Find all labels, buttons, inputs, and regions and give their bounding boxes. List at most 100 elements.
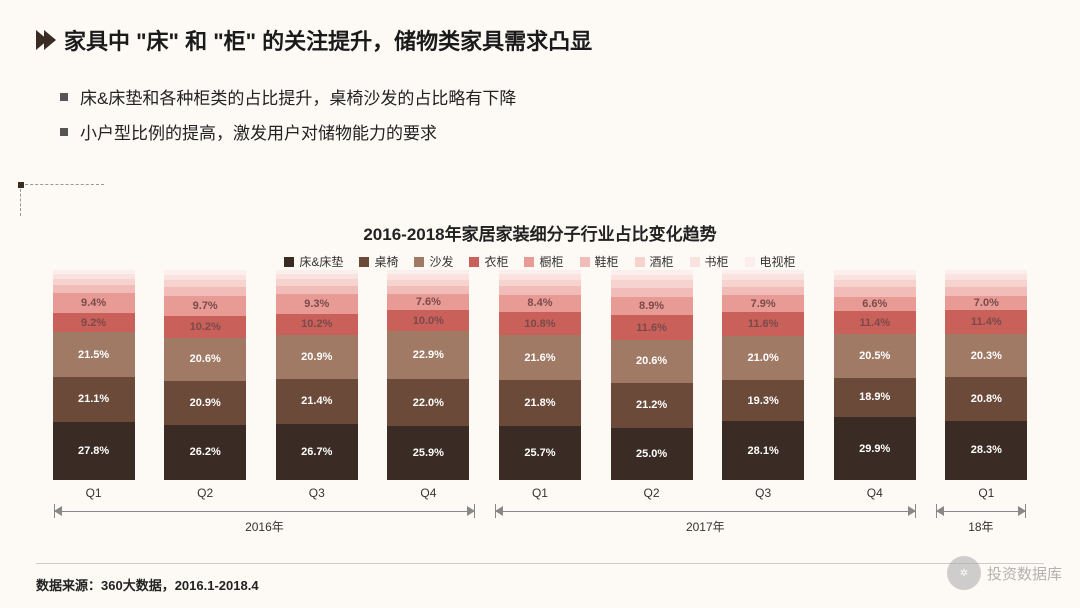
legend-swatch <box>635 257 645 267</box>
segment-label: 21.5% <box>78 349 109 361</box>
legend-item: 电视柜 <box>745 253 796 270</box>
bar-segment: 21.2% <box>611 383 693 428</box>
bar-segment: 21.6% <box>499 335 581 380</box>
bar-segment: 21.8% <box>499 380 581 426</box>
bar-segment: 8.4% <box>499 295 581 313</box>
chart: 2016-2018年家居家装细分子行业占比变化趋势 床&床垫桌椅沙发衣柜橱柜鞋柜… <box>36 220 1044 534</box>
bar-segment <box>834 280 916 287</box>
watermark-icon: ✲ <box>947 556 981 590</box>
legend-item: 酒柜 <box>635 253 674 270</box>
segment-label: 20.8% <box>971 393 1002 405</box>
bar-stack: 26.7%21.4%20.9%10.2%9.3% <box>276 270 358 480</box>
legend-label: 电视柜 <box>760 253 796 270</box>
segment-label: 11.4% <box>971 316 1002 328</box>
bar-stack: 26.2% 20.9% 20.6% 10.2% 9.7% <box>164 270 246 480</box>
bullet-text: 床&床垫和各种柜类的占比提升，桌椅沙发的占比略有下降 <box>80 84 516 109</box>
legend-label: 床&床垫 <box>299 253 343 270</box>
bar-segment: 6.6% <box>834 297 916 311</box>
page-title: 家具中 "床" 和 "柜" 的关注提升，储物类家具需求凸显 <box>64 24 592 56</box>
bar-segment: 22.0% <box>387 379 469 425</box>
bar-segment: 27.8% <box>53 422 135 480</box>
bar-stack: 25.0%21.2%20.6%11.6%8.9% <box>611 270 693 480</box>
bar-segment <box>945 280 1027 287</box>
bar-segment: 9.3% <box>276 294 358 314</box>
bar-segment: 10.2% <box>164 316 246 337</box>
segment-label: 20.6% <box>636 355 667 367</box>
segment-label: 19.3% <box>748 395 779 407</box>
legend-swatch <box>284 257 294 267</box>
legend-item: 桌椅 <box>359 253 398 270</box>
chart-year-axis: 2016年 2017年 18年 <box>44 504 1036 534</box>
bar-segment: 20.9% <box>276 335 358 379</box>
bar-segment <box>387 286 469 294</box>
legend-label: 沙发 <box>429 253 453 270</box>
legend-label: 鞋柜 <box>595 253 619 270</box>
year-label: 18年 <box>968 518 993 535</box>
bar-segment <box>611 288 693 297</box>
bar-segment: 20.3% <box>945 334 1027 377</box>
legend-label: 桌椅 <box>374 253 398 270</box>
segment-label: 9.4% <box>81 297 106 309</box>
bullet-item: 小户型比例的提高，激发用户对储物能力的要求 <box>60 119 1020 144</box>
legend-swatch <box>524 257 534 267</box>
segment-label: 28.3% <box>971 444 1002 456</box>
bar-column: 28.1%19.3%21.0%11.6%7.9%Q3 <box>714 270 813 500</box>
segment-label: 7.9% <box>751 298 776 310</box>
year-label: 2017年 <box>686 518 725 535</box>
bar-segment <box>722 280 804 287</box>
bar-segment: 11.6% <box>611 315 693 339</box>
bar-column: 29.9%18.9%20.5%11.4%6.6%Q4 <box>825 270 924 500</box>
bar-segment <box>164 287 246 296</box>
segment-label: 11.4% <box>859 317 890 329</box>
segment-label: 6.6% <box>862 298 887 310</box>
bar-segment: 10.0% <box>387 310 469 331</box>
segment-label: 20.9% <box>301 351 332 363</box>
segment-label: 26.2% <box>190 446 221 458</box>
bar-segment: 9.2% <box>53 313 135 332</box>
bar-column: 25.9%22.0%22.9%10.0%7.6% Q4 <box>379 270 478 500</box>
bar-segment <box>276 286 358 294</box>
chart-bars: 27.8% 21.1% 21.5% 9.2% 9.4% Q1 26.2% 20.9% 20.6%… <box>36 280 1044 500</box>
year-group: 2016年 <box>54 504 475 518</box>
bar-segment <box>722 287 804 296</box>
segment-label: 20.6% <box>190 353 221 365</box>
segment-label: 9.2% <box>81 317 106 329</box>
legend-swatch <box>580 257 590 267</box>
bar-segment: 21.4% <box>276 379 358 424</box>
segment-label: 11.6% <box>748 318 779 330</box>
bar-segment: 11.4% <box>945 310 1027 334</box>
bar-segment: 25.9% <box>387 426 469 480</box>
bar-segment: 21.1% <box>53 377 135 421</box>
year-label: 2016年 <box>245 518 284 535</box>
category-label: Q2 <box>644 486 660 500</box>
bar-stack: 29.9%18.9%20.5%11.4%6.6% <box>834 270 916 480</box>
bar-column: 25.0%21.2%20.6%11.6%8.9%Q2 <box>602 270 701 500</box>
bullet-list: 床&床垫和各种柜类的占比提升，桌椅沙发的占比略有下降 小户型比例的提高，激发用户… <box>0 68 1080 162</box>
bar-segment: 10.8% <box>499 312 581 335</box>
bar-segment: 11.4% <box>834 311 916 335</box>
category-label: Q3 <box>755 486 771 500</box>
bar-segment: 10.2% <box>276 314 358 335</box>
segment-label: 10.2% <box>301 318 332 330</box>
bar-segment <box>164 280 246 287</box>
bullet-icon <box>60 128 68 136</box>
bar-stack: 25.9%22.0%22.9%10.0%7.6% <box>387 270 469 480</box>
category-label: Q1 <box>978 486 994 500</box>
segment-label: 9.7% <box>193 300 218 312</box>
category-label: Q4 <box>420 486 436 500</box>
bar-segment <box>276 279 358 286</box>
bar-column: 25.7%21.8%21.6%10.8%8.4%Q1 <box>490 270 589 500</box>
bar-segment: 22.9% <box>387 331 469 379</box>
legend-item: 书柜 <box>690 253 729 270</box>
segment-label: 20.5% <box>859 350 890 362</box>
data-source: 数据来源：360大数据，2016.1-2018.4 <box>36 575 259 594</box>
category-label: Q2 <box>197 486 213 500</box>
legend-swatch <box>414 257 424 267</box>
segment-label: 20.9% <box>190 397 221 409</box>
bullet-item: 床&床垫和各种柜类的占比提升，桌椅沙发的占比略有下降 <box>60 84 1020 109</box>
segment-label: 21.1% <box>78 393 109 405</box>
bar-segment <box>499 280 581 287</box>
segment-label: 9.3% <box>304 298 329 310</box>
bar-segment: 8.9% <box>611 297 693 316</box>
segment-label: 21.8% <box>524 397 555 409</box>
